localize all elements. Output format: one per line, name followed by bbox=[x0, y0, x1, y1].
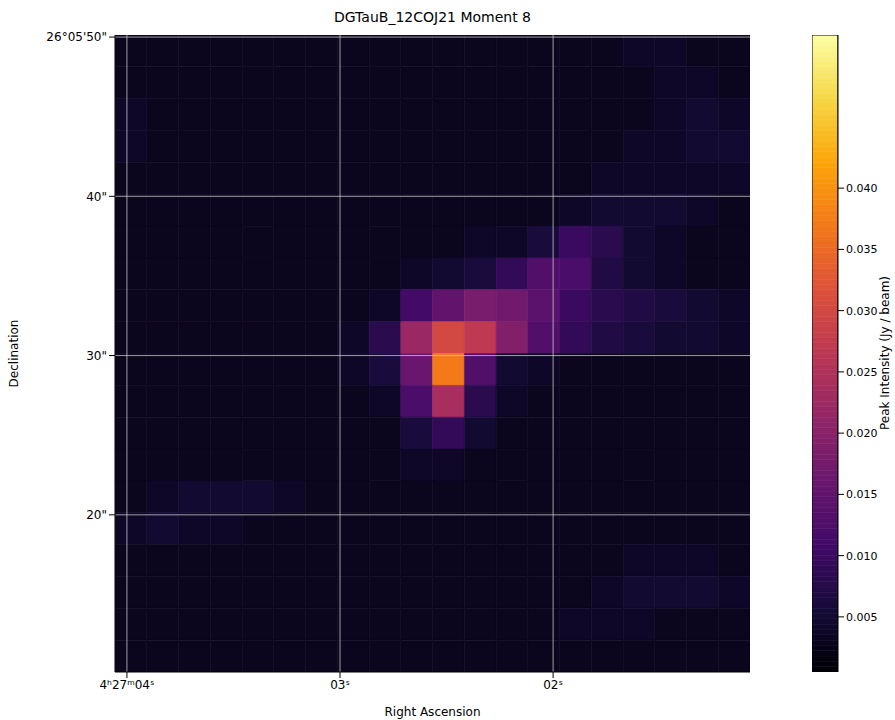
svg-text:26°05'50": 26°05'50" bbox=[46, 30, 107, 44]
svg-text:20": 20" bbox=[86, 508, 107, 522]
svg-text:02ˢ: 02ˢ bbox=[543, 678, 563, 692]
html-text:DGTauB_12COJ21 Moment 8: DGTauB_12COJ21 Moment 8 bbox=[334, 9, 531, 25]
svg-text:0.040: 0.040 bbox=[846, 182, 878, 195]
svg-text:Right Ascension: Right Ascension bbox=[385, 705, 481, 719]
svg-text:0.035: 0.035 bbox=[846, 243, 878, 256]
svg-text:0.015: 0.015 bbox=[846, 488, 878, 501]
svg-text:4ʰ27ᵐ04ˢ: 4ʰ27ᵐ04ˢ bbox=[99, 678, 154, 692]
svg-text:0.010: 0.010 bbox=[846, 550, 878, 563]
svg-text:Peak Intensity (Jy / beam): Peak Intensity (Jy / beam) bbox=[878, 276, 892, 430]
svg-text:0.005: 0.005 bbox=[846, 611, 878, 624]
svg-text:30": 30" bbox=[86, 349, 107, 363]
svg-text:40": 40" bbox=[86, 190, 107, 204]
svg-text:0.020: 0.020 bbox=[846, 427, 878, 440]
svg-text:0.025: 0.025 bbox=[846, 366, 878, 379]
svg-text:03ˢ: 03ˢ bbox=[330, 678, 350, 692]
svg-text:0.030: 0.030 bbox=[846, 305, 878, 318]
svg-text:Declination: Declination bbox=[7, 320, 21, 388]
